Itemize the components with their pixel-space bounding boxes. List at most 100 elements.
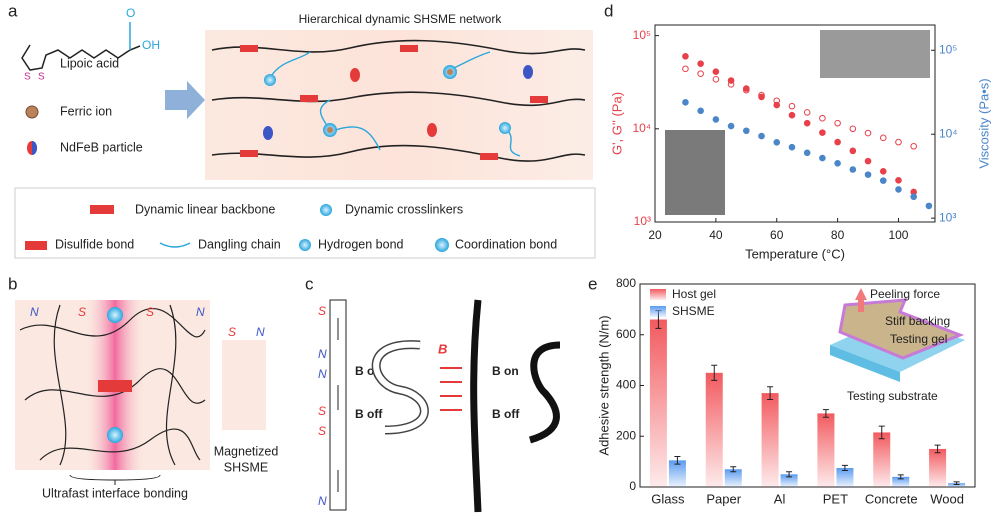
bar xyxy=(929,448,947,487)
pole: N xyxy=(318,494,327,508)
error-bar xyxy=(822,409,829,418)
caption: Ultrafast interface bonding xyxy=(42,486,188,500)
legend-text: Dynamic crosslinkers xyxy=(345,202,463,216)
brace xyxy=(69,474,161,486)
legend-label: SHSME xyxy=(672,304,715,318)
data-point xyxy=(910,142,917,150)
bar xyxy=(724,469,742,487)
annotation: Testing substrate xyxy=(847,389,938,403)
panel-a: a O OH S S Lipoic acid Ferric ion NdFeB … xyxy=(8,1,596,259)
data-point xyxy=(712,75,720,83)
error-bar xyxy=(674,456,681,465)
y-tick-label: 800 xyxy=(616,276,636,290)
error-bar xyxy=(897,474,904,480)
bar xyxy=(668,460,686,487)
bar xyxy=(836,467,854,487)
disulfide xyxy=(98,380,132,392)
data-point xyxy=(864,157,872,165)
pole: S xyxy=(318,404,326,418)
particles xyxy=(263,65,533,140)
legend-swatch xyxy=(650,289,666,300)
legend-label: Host gel xyxy=(672,287,716,301)
x-tick-label: Paper xyxy=(706,491,741,506)
data-point xyxy=(819,129,826,136)
data-point xyxy=(773,139,781,146)
data-point xyxy=(895,186,902,193)
bar xyxy=(705,372,723,487)
panel-label: c xyxy=(305,274,314,293)
panel-d: d 20 40 60 80 100 10³ 10⁴ 10⁵ 10³ 10⁴ 10⁵ Temperatur… xyxy=(604,1,991,261)
x-tick-label: Wood xyxy=(930,491,964,506)
y-axis-label: Adhesive strength (N/m) xyxy=(596,315,611,455)
ndfeb-icon xyxy=(32,141,37,155)
column xyxy=(329,299,347,511)
error-bar xyxy=(878,425,885,440)
data-point xyxy=(682,52,689,60)
atom: S xyxy=(38,72,45,83)
field-on: B on xyxy=(492,364,519,378)
data-point xyxy=(849,147,857,155)
pole: N xyxy=(30,305,39,319)
legend-text: Coordination bond xyxy=(455,237,557,251)
legend-icon xyxy=(90,205,114,214)
caption: SHSME xyxy=(224,460,268,474)
y-tick-label: 200 xyxy=(616,428,636,442)
legend-text: Dynamic linear backbone xyxy=(135,202,275,216)
data-point xyxy=(834,160,841,167)
error-bar xyxy=(841,464,848,472)
bar xyxy=(780,474,798,487)
y-tick-label: 10⁴ xyxy=(632,121,651,135)
data-point xyxy=(697,70,704,78)
x-tick-label: PET xyxy=(823,491,848,506)
data-point xyxy=(849,125,857,133)
crosslink xyxy=(107,307,123,323)
arrow xyxy=(165,81,205,119)
field-label: B xyxy=(438,341,447,356)
pole: S xyxy=(146,305,154,319)
field-arrows xyxy=(440,367,462,411)
x-tick-label: 20 xyxy=(648,228,662,242)
data-point xyxy=(879,134,887,142)
field-off: B off xyxy=(355,407,383,421)
y2-axis-label: Viscosity (Pa•s) xyxy=(976,78,991,168)
substrate xyxy=(830,345,900,382)
small-gel xyxy=(222,340,266,430)
peel-arrow xyxy=(855,288,867,312)
data-point xyxy=(788,102,796,110)
data-point xyxy=(743,86,750,94)
data-point xyxy=(788,111,796,119)
data-point xyxy=(803,109,811,116)
data-point xyxy=(834,119,841,127)
panel-label: e xyxy=(588,274,597,293)
data-point xyxy=(697,107,704,115)
panel-e: e 0 200 400 600 800 Adhesive strength (N/m) Hos… xyxy=(588,274,976,506)
s-shape xyxy=(373,341,428,433)
backing xyxy=(838,298,965,360)
bar xyxy=(948,483,966,487)
panel-label: b xyxy=(8,274,17,293)
x-tick-label: Al xyxy=(774,491,786,506)
data-point xyxy=(895,138,902,146)
pole: S xyxy=(78,305,86,319)
annotation: Testing gel xyxy=(890,332,947,346)
data-point xyxy=(682,98,689,106)
data-point xyxy=(864,171,872,178)
atom: S xyxy=(24,72,31,83)
legend-icon xyxy=(435,238,449,252)
x-tick-label: 60 xyxy=(770,228,784,242)
atom: OH xyxy=(142,38,160,52)
error-bar xyxy=(730,466,737,473)
pole: N xyxy=(318,347,327,361)
chains xyxy=(211,39,586,162)
legend-swatch xyxy=(650,306,666,317)
panel-c: c S N N S S N B on B off B B on B off xyxy=(305,274,561,513)
pole: S xyxy=(318,304,326,318)
annotation: Stiff backing xyxy=(885,314,950,328)
annotation: Peeling force xyxy=(870,287,940,301)
pole: S xyxy=(228,325,236,339)
bar xyxy=(817,413,835,487)
data-point xyxy=(758,132,765,140)
error-bar xyxy=(767,386,774,400)
legend-icon xyxy=(320,204,332,216)
data-point xyxy=(712,68,720,76)
